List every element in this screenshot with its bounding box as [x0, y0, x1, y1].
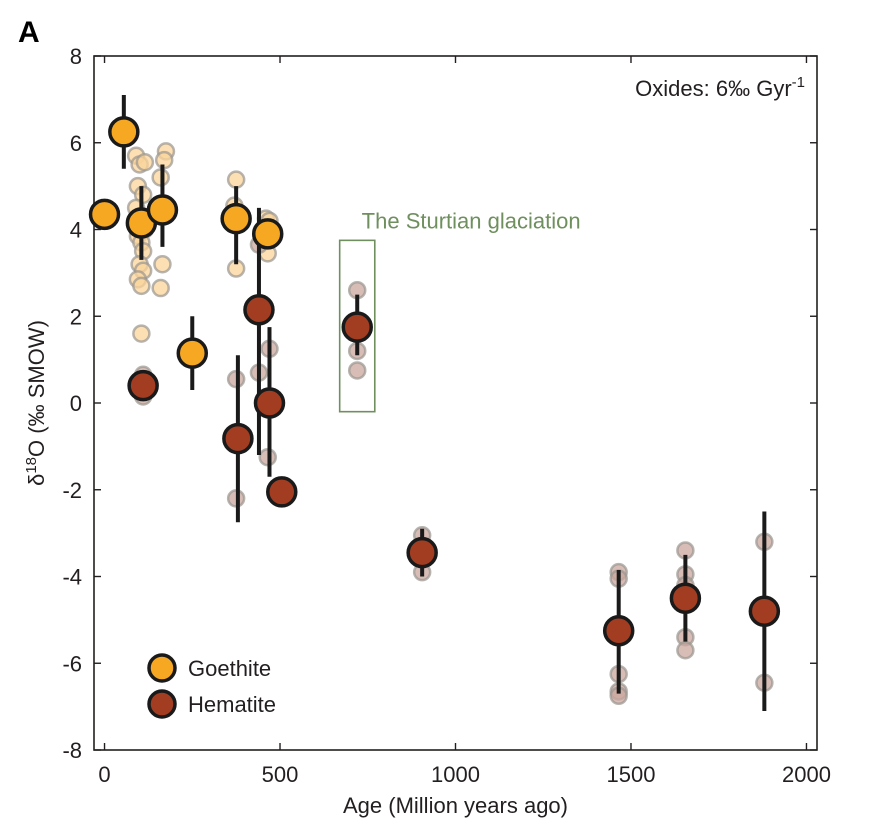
- means-layer: [88, 116, 781, 647]
- goethite-mean-point: [88, 198, 121, 231]
- hematite-sample-point: [676, 640, 695, 660]
- sturtian-glaciation-box: [338, 239, 376, 413]
- x-tick-label: 1000: [431, 762, 480, 787]
- errorbars-layer: [121, 95, 767, 711]
- y-axis-title: δ18O (‰ SMOW): [23, 320, 49, 486]
- hematite-mean-point: [669, 582, 702, 614]
- sturtian-glaciation-label: The Sturtian glaciation: [362, 208, 581, 233]
- hematite-mean-point: [243, 293, 275, 326]
- y-tick-label: 0: [70, 391, 82, 416]
- goethite-sample-point: [135, 153, 155, 172]
- x-tick-label: 2000: [782, 762, 831, 787]
- legend-label-goethite: Goethite: [188, 656, 271, 681]
- x-axis-title: Age (Million years ago): [343, 793, 568, 818]
- x-tick-label: 0: [98, 762, 110, 787]
- goethite-mean-point: [146, 194, 179, 226]
- legend-label-hematite: Hematite: [188, 692, 276, 717]
- goethite-sample-point: [226, 170, 246, 189]
- hematite-mean-point: [127, 369, 159, 402]
- y-tick-label: 4: [70, 218, 82, 243]
- rate-note: Oxides: 6‰ Gyr-1: [635, 74, 805, 101]
- y-tick-label: -4: [62, 565, 82, 590]
- goethite-sample-point: [151, 278, 170, 298]
- y-tick-label: 6: [70, 131, 82, 156]
- hematite-mean-point: [253, 387, 286, 419]
- hematite-mean-point: [748, 595, 781, 627]
- y-tick-label: -2: [62, 478, 82, 503]
- y-axis-title-rest: O (‰ SMOW): [24, 320, 49, 457]
- goethite-mean-point: [108, 116, 140, 148]
- hematite-mean-point: [602, 614, 635, 647]
- y-tick-label: -6: [62, 651, 82, 676]
- y-axis-title-prefix: δ: [24, 474, 49, 486]
- legend-marker-hematite: [147, 689, 177, 719]
- hematite-mean-point: [266, 476, 298, 508]
- y-axis: -8 -6 -4 -2 0 2 4 6 8: [62, 44, 817, 763]
- goethite-mean-point: [220, 202, 252, 235]
- x-tick-label: 500: [262, 762, 299, 787]
- legend: Goethite Hematite: [147, 653, 276, 719]
- y-tick-label: -8: [62, 738, 82, 763]
- hematite-mean-point: [222, 422, 254, 455]
- rate-note-text: Oxides: 6‰ Gyr: [635, 76, 791, 101]
- y-tick-label: 8: [70, 44, 82, 69]
- hematite-mean-point: [341, 311, 373, 343]
- goethite-sample-point: [153, 254, 172, 274]
- goethite-sample-point: [132, 276, 151, 296]
- legend-marker-goethite: [147, 653, 177, 683]
- hematite-sample-point: [347, 361, 367, 380]
- plot-frame: [93, 55, 818, 751]
- panel-label: A: [18, 16, 40, 49]
- annotation-layer: The Sturtian glaciation: [338, 208, 581, 413]
- y-tick-label: 2: [70, 304, 82, 329]
- x-tick-label: 1500: [607, 762, 656, 787]
- plot-area: The Sturtian glaciation: [88, 55, 818, 751]
- hematite-mean-point: [406, 536, 438, 569]
- goethite-sample-point: [132, 324, 151, 343]
- x-axis: 0 500 1000 1500 2000: [98, 56, 831, 787]
- rate-note-sup: -1: [792, 74, 805, 91]
- goethite-mean-point: [176, 337, 209, 369]
- goethite-mean-point: [251, 218, 284, 250]
- y-axis-title-sup: 18: [23, 457, 40, 474]
